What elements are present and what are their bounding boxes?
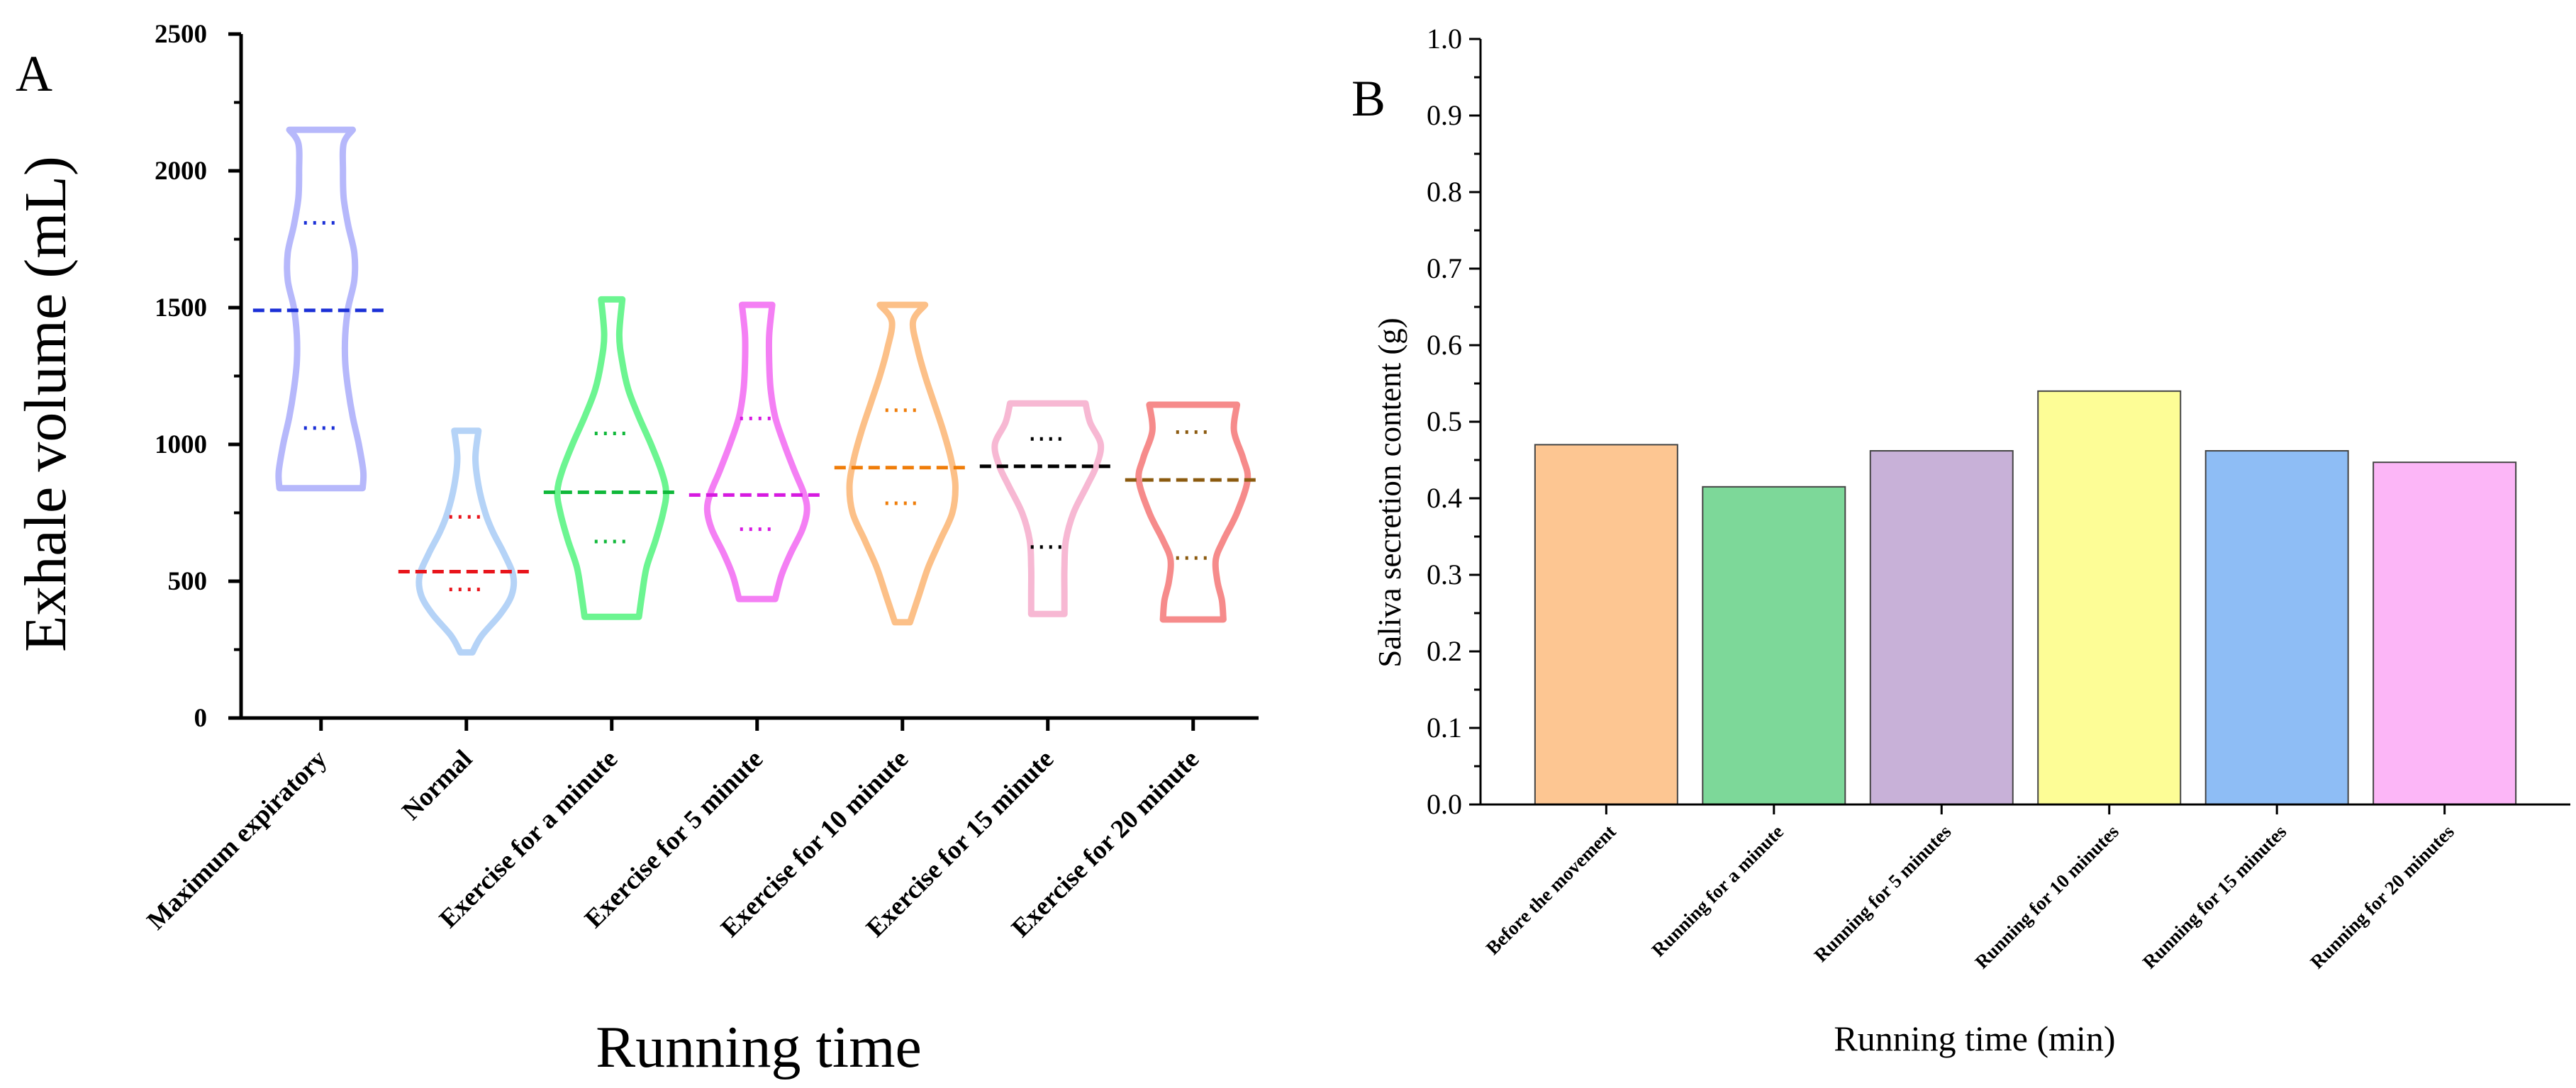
- panel-b-x-tick-label: Running for 15 minutes: [2139, 821, 2290, 972]
- panel-a-y-tick-label: 2000: [155, 157, 207, 186]
- panel-b-y-tick-label: 0.7: [1427, 252, 1462, 284]
- violin-2: [554, 296, 670, 620]
- panel-b-y-tick-label: 0.4: [1427, 482, 1462, 514]
- panel-b-x-tick-label: Before the movement: [1482, 821, 1620, 959]
- panel-b-y-tick-label: 0.1: [1427, 712, 1462, 744]
- panel-a-y-tick-label: 0: [194, 704, 208, 733]
- violin-1: [416, 427, 518, 656]
- bar-0: [1534, 444, 1678, 806]
- panel-b-y-tick-label: 0.3: [1427, 559, 1462, 590]
- panel-a-violin-chart: A Exhale volume (mL) Running time 0 500 10…: [13, 20, 1261, 1080]
- panel-b-y-tick-label: 0.8: [1427, 176, 1462, 208]
- panel-b-y-axis-title: Saliva secretion content (g): [1372, 318, 1407, 668]
- panel-b-x-tick-label: Running for 5 minutes: [1810, 821, 1956, 966]
- panel-a-y-tick-label: 1000: [155, 430, 207, 459]
- panel-b-y-tick-label: 1.0: [1427, 23, 1462, 55]
- violin-5: [991, 400, 1105, 617]
- violin-0: [275, 126, 367, 492]
- violin-3: [703, 301, 810, 602]
- panel-a-label: A: [16, 45, 52, 102]
- bar-1: [1702, 486, 1846, 805]
- violin-4: [846, 301, 959, 626]
- panel-b-y-tick-label: 0.0: [1427, 788, 1462, 820]
- panel-b-y-tick-label: 0.9: [1427, 99, 1462, 131]
- bar-3: [2037, 390, 2182, 805]
- panel-b-bar-chart: B Saliva secretion content (g) Running t…: [1351, 23, 2570, 1058]
- panel-b-y-tick-label: 0.2: [1427, 635, 1462, 667]
- panel-b-label: B: [1351, 70, 1385, 127]
- panel-b-bars: [1534, 390, 2517, 806]
- panel-a-y-tick-label: 1500: [155, 293, 207, 323]
- panel-b-x-tick-label: Running for 10 minutes: [1970, 821, 2122, 972]
- panel-a-x-axis-title: Running time: [596, 1014, 922, 1080]
- panel-a-y-tick-label: 2500: [155, 20, 207, 49]
- panel-b-x-tick-label: Running for 20 minutes: [2306, 821, 2458, 972]
- violin-6: [1135, 401, 1251, 623]
- panel-a-x-tick-label: Normal: [396, 744, 478, 826]
- panel-a-y-axis-title: Exhale volume (mL): [13, 156, 79, 652]
- panel-b-y-tick-label: 0.5: [1427, 405, 1462, 437]
- panel-a-y-tick-label: 500: [168, 567, 208, 596]
- panel-b-x-tick-label: Running for a minute: [1648, 821, 1788, 961]
- panel-a-x-tick-label: Maximum expiratory: [142, 744, 333, 936]
- panel-b-y-tick-label: 0.6: [1427, 329, 1462, 361]
- bar-4: [2204, 450, 2349, 805]
- panel-b-x-axis-title: Running time (min): [1834, 1019, 2115, 1058]
- panel-a-violins: [252, 126, 1261, 656]
- bar-2: [1869, 450, 2014, 805]
- bar-5: [2373, 461, 2517, 805]
